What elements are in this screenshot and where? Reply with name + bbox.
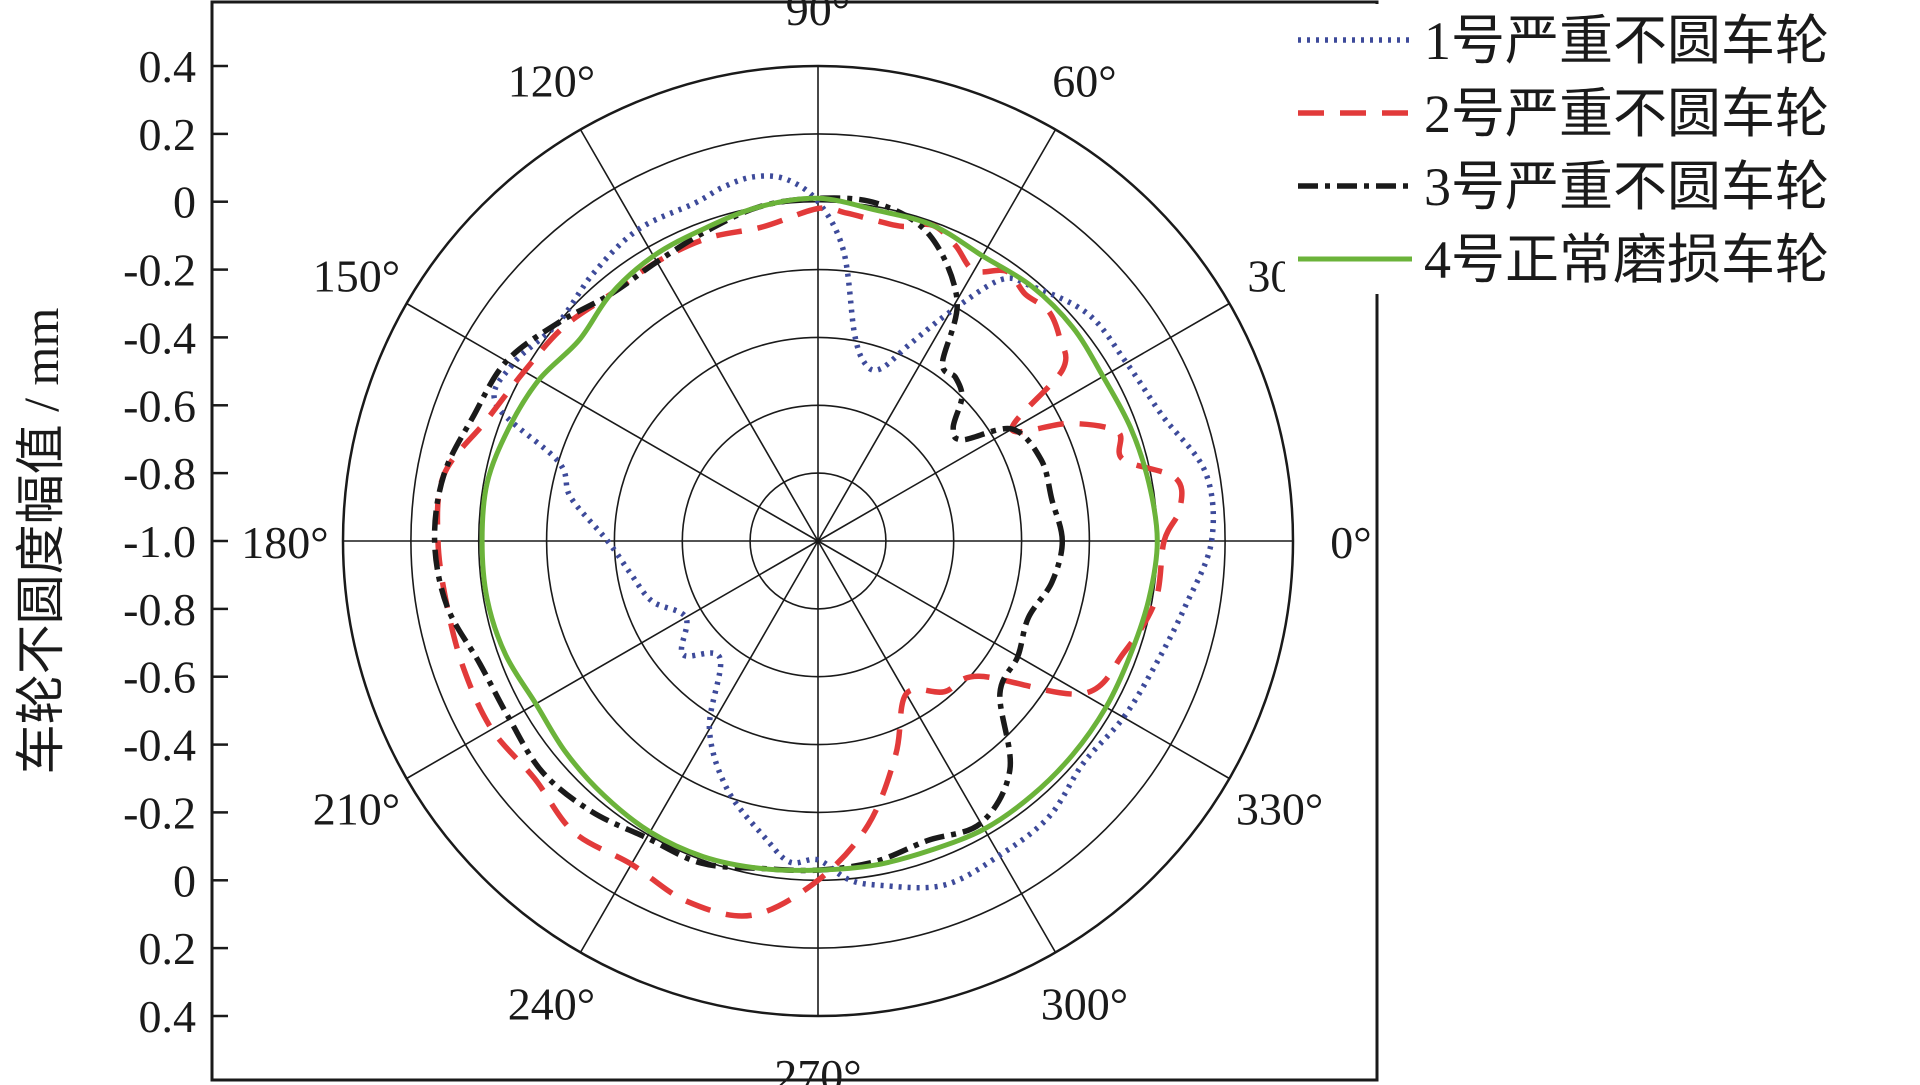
series-line-3 [431, 195, 1066, 874]
angle-tick-label: 90° [786, 0, 850, 35]
y-axis-label: 车轮不圆度幅值 / mm [13, 308, 69, 775]
angle-tick-label: 300° [1041, 979, 1128, 1030]
angle-tick-label: 150° [313, 251, 400, 302]
legend: 1号严重不圆车轮 2号严重不圆车轮 3号严重不圆车轮 4号正常磨损车轮 [1285, 4, 1918, 294]
r-tick-label: 0.2 [139, 109, 197, 160]
angle-tick-label: 0° [1330, 517, 1371, 568]
r-tick-label: -0.2 [123, 245, 196, 296]
series-layer [431, 173, 1217, 919]
radial-axis-ticks: 0.4 0.2 0 -0.2 -0.4 -0.6 -0.8 -1.0 -0.8 -0.6 -0.4 -… [123, 41, 228, 1042]
legend-label-2: 2号严重不圆车轮 [1424, 84, 1829, 144]
grid-spoke [406, 302, 819, 542]
r-tick-label: -0.8 [123, 448, 196, 499]
r-tick-label: 0.4 [139, 991, 197, 1042]
legend-label-4: 4号正常磨损车轮 [1424, 230, 1829, 290]
series-line-1 [491, 173, 1217, 891]
grid-spoke [579, 129, 819, 542]
r-tick-label: -0.2 [123, 787, 196, 838]
angle-tick-label: 270° [774, 1050, 861, 1085]
r-tick-label: -0.8 [123, 584, 196, 635]
polar-grid [341, 64, 1295, 1018]
grid-spoke [579, 540, 819, 953]
r-tick-label: -0.6 [123, 380, 196, 431]
angle-tick-labels: 0°30°60°90°120°150°180°210°240°270°300°3… [241, 0, 1371, 1085]
r-tick-label: 0 [173, 177, 196, 228]
r-tick-label: 0 [173, 855, 196, 906]
series-line-2 [434, 205, 1185, 919]
grid-spoke [817, 540, 1057, 953]
r-tick-label: -0.4 [123, 720, 196, 771]
angle-tick-label: 60° [1052, 55, 1116, 106]
angle-tick-label: 210° [313, 784, 400, 835]
legend-label-1: 1号严重不圆车轮 [1424, 11, 1829, 71]
series-line-4 [479, 195, 1160, 873]
r-tick-label: 0.2 [139, 923, 197, 974]
grid-spoke [406, 540, 819, 780]
legend-background [1285, 4, 1918, 294]
r-tick-label: -0.4 [123, 312, 196, 363]
grid-spoke [817, 540, 1230, 780]
angle-tick-label: 180° [241, 517, 328, 568]
angle-tick-label: 240° [508, 979, 595, 1030]
r-tick-label: 0.4 [139, 41, 197, 92]
grid-spoke [817, 129, 1057, 542]
r-tick-label: -1.0 [123, 516, 196, 567]
angle-tick-label: 120° [508, 55, 595, 106]
r-tick-label: -0.6 [123, 652, 196, 703]
legend-label-3: 3号严重不圆车轮 [1424, 157, 1829, 217]
angle-tick-label: 330° [1236, 784, 1323, 835]
grid-spoke [817, 302, 1230, 542]
